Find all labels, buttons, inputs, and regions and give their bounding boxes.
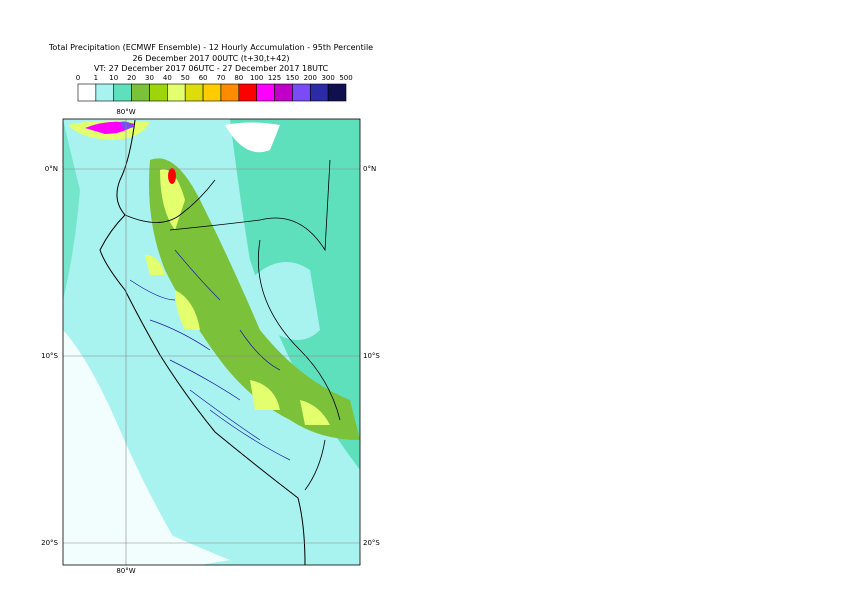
colorbar-box xyxy=(202,83,222,102)
colorbar-box xyxy=(327,83,347,102)
precip-area xyxy=(63,119,80,300)
colorbar-box xyxy=(113,83,132,102)
colorbar-box xyxy=(184,83,204,102)
colorbar-label: 40 xyxy=(163,74,172,82)
colorbar-box xyxy=(274,83,293,102)
colorbar-box xyxy=(238,83,257,102)
colorbar-label: 50 xyxy=(181,74,190,82)
colorbar-box xyxy=(131,83,150,102)
lat-label: 20°S xyxy=(41,539,58,547)
title-line: Total Precipitation (ECMWF Ensemble) - 1… xyxy=(48,43,373,52)
lat-label: 10°S xyxy=(363,352,380,360)
colorbar-label: 60 xyxy=(199,74,208,82)
colorbar-label: 30 xyxy=(145,74,154,82)
colorbar-label: 125 xyxy=(268,74,281,82)
colorbar-label: 70 xyxy=(216,74,225,82)
colorbar: 0 1 10 20 30 40 50 60 70 80 100 125 150 200 300 500 xyxy=(76,74,353,102)
title-line: 26 December 2017 00UTC (t+30,t+42) xyxy=(132,54,289,63)
colorbar-box xyxy=(256,83,275,102)
heavy-area xyxy=(145,169,330,425)
colorbar-label: 1 xyxy=(94,74,98,82)
colorbar-box xyxy=(309,83,329,102)
colorbar-label: 150 xyxy=(286,74,299,82)
heavy-area xyxy=(120,121,134,130)
colorbar-box xyxy=(292,83,311,102)
border xyxy=(124,159,341,491)
colorbar-box xyxy=(149,83,168,102)
lat-label: 0°N xyxy=(45,165,58,173)
colorbar-box xyxy=(77,83,97,102)
colorbar-box xyxy=(167,83,186,102)
coastline xyxy=(99,119,306,565)
dry-area xyxy=(63,330,230,565)
lon-label: 80°W xyxy=(116,108,135,116)
light-area xyxy=(250,262,320,340)
colorbar-label: 200 xyxy=(304,74,317,82)
colorbar-label: 80 xyxy=(234,74,243,82)
heavy-area xyxy=(168,168,176,184)
colorbar-box xyxy=(220,83,240,102)
colorbar-label: 10 xyxy=(109,74,118,82)
colorbar-label: 500 xyxy=(339,74,352,82)
lat-label: 20°S xyxy=(363,539,380,547)
map-frame xyxy=(62,118,361,566)
title-block: Total Precipitation (ECMWF Ensemble) - 1… xyxy=(48,43,373,73)
colorbar-label: 300 xyxy=(321,74,334,82)
precip-area xyxy=(149,158,360,441)
lat-label: 10°S xyxy=(41,352,58,360)
lon-label: 80°W xyxy=(116,567,135,575)
dry-area xyxy=(225,122,280,153)
colorbar-box xyxy=(95,83,115,102)
colorbar-label: 100 xyxy=(250,74,263,82)
map xyxy=(63,119,360,565)
colorbar-label: 20 xyxy=(127,74,136,82)
title-line: VT: 27 December 2017 06UTC - 27 December… xyxy=(94,64,328,73)
colorbar-label: 0 xyxy=(76,74,80,82)
lat-label: 0°N xyxy=(363,165,376,173)
admin-border xyxy=(129,249,291,461)
